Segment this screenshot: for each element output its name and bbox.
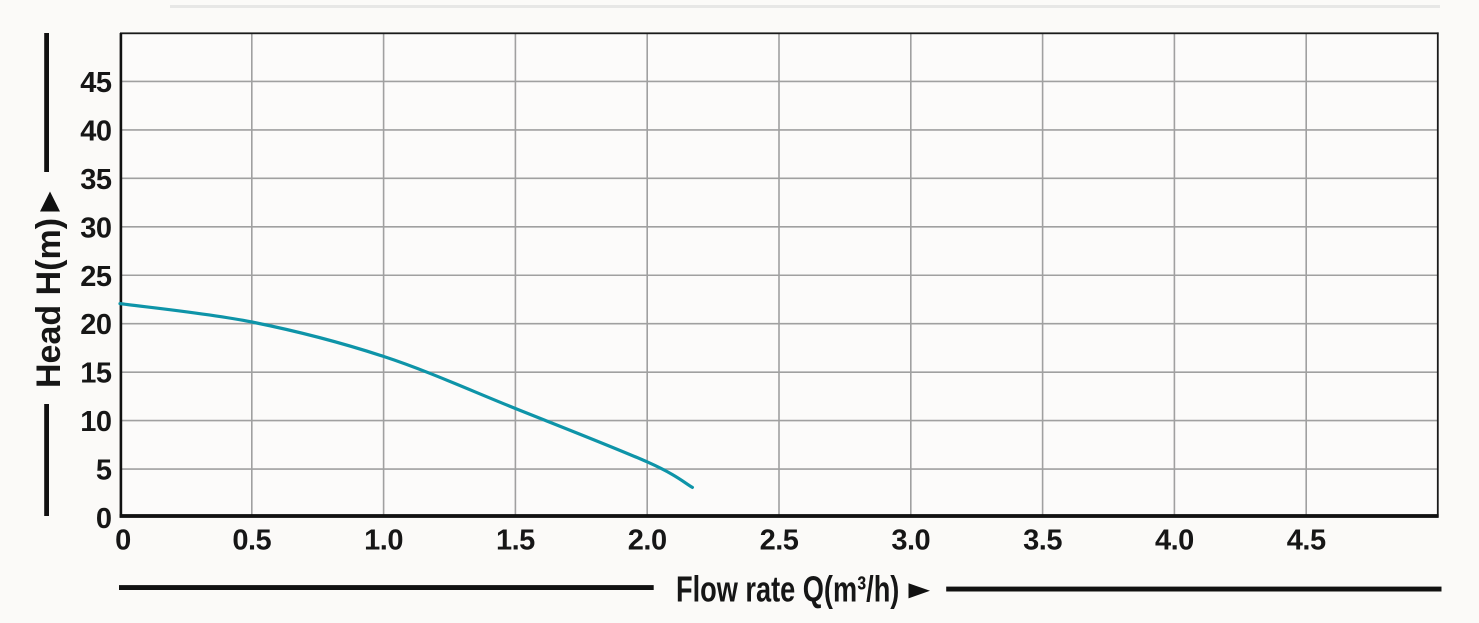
svg-text:1.0: 1.0 xyxy=(364,525,403,557)
svg-text:2.0: 2.0 xyxy=(628,525,667,557)
svg-text:4.5: 4.5 xyxy=(1287,525,1326,557)
svg-text:0: 0 xyxy=(115,525,131,557)
svg-text:15: 15 xyxy=(80,358,112,390)
svg-text:0.5: 0.5 xyxy=(232,525,271,557)
svg-text:35: 35 xyxy=(80,164,112,196)
svg-text:2.5: 2.5 xyxy=(760,525,799,557)
svg-text:Flow rate Q(m³/h): Flow rate Q(m³/h) xyxy=(676,569,899,610)
svg-text:40: 40 xyxy=(80,115,111,147)
svg-text:45: 45 xyxy=(80,67,112,99)
svg-text:3.0: 3.0 xyxy=(891,525,930,557)
svg-text:10: 10 xyxy=(80,406,111,438)
svg-text:0: 0 xyxy=(96,503,112,535)
svg-text:30: 30 xyxy=(80,212,111,244)
svg-text:3.5: 3.5 xyxy=(1023,525,1062,557)
svg-text:20: 20 xyxy=(80,309,111,341)
svg-text:25: 25 xyxy=(80,261,112,293)
svg-text:Head H(m): Head H(m) xyxy=(30,218,68,388)
svg-text:4.0: 4.0 xyxy=(1155,525,1194,557)
svg-text:1.5: 1.5 xyxy=(496,525,535,557)
svg-text:5: 5 xyxy=(96,455,112,487)
